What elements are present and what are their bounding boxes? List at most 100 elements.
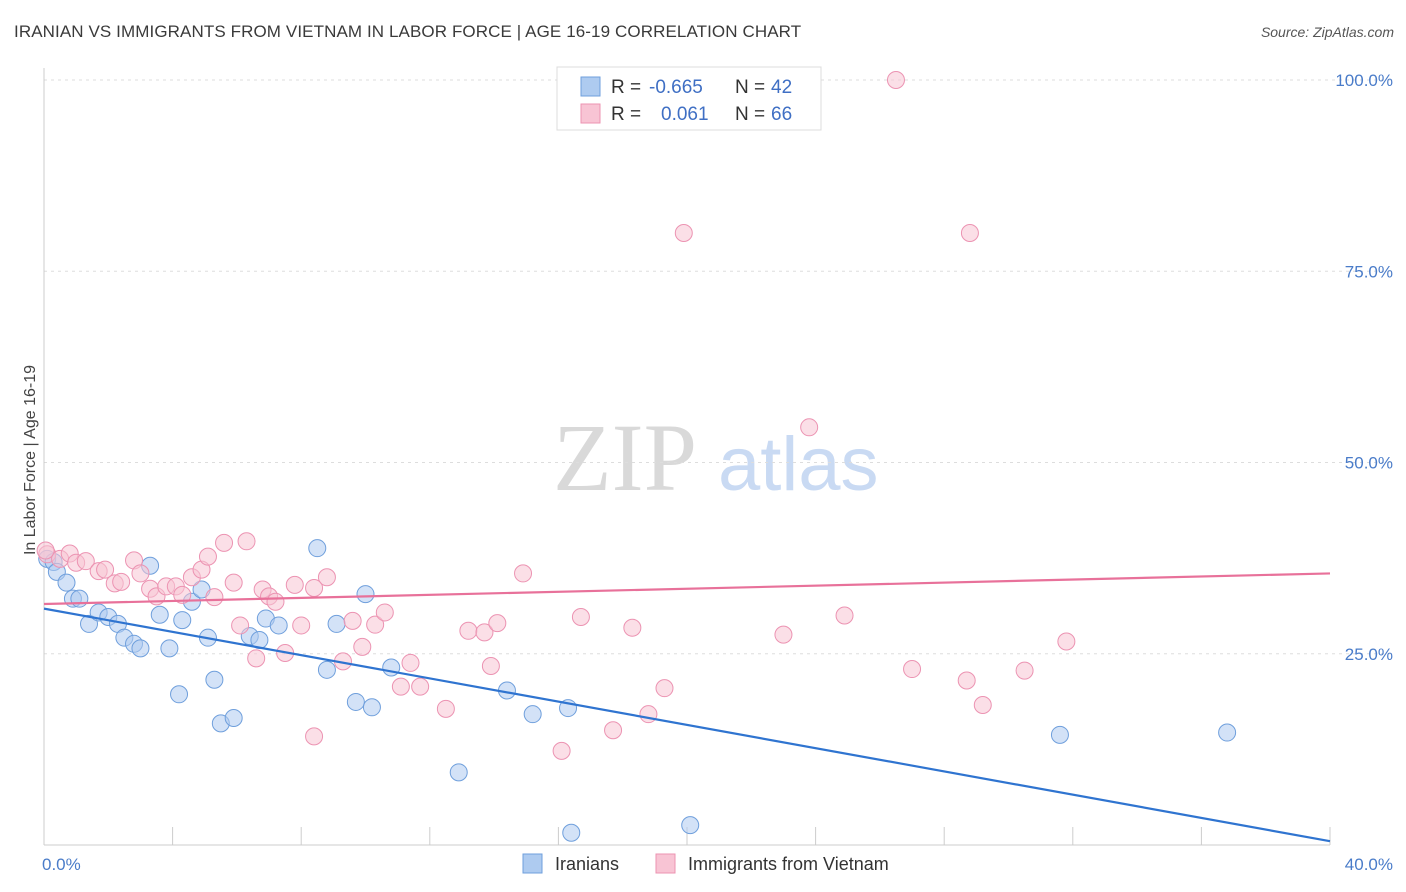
legend-r-value-2: 0.061: [661, 104, 709, 125]
axes: [43, 68, 1331, 846]
data-point: [305, 578, 324, 597]
series-vietnam-points: [36, 71, 1076, 760]
data-point: [774, 625, 793, 644]
data-point: [800, 418, 819, 437]
tick-labels: 25.0% 50.0% 75.0% 100.0% 0.0% 40.0%: [42, 71, 1393, 874]
data-point: [366, 615, 385, 634]
legend-n-label-1: N =: [735, 77, 765, 98]
data-point: [237, 532, 256, 551]
data-point: [623, 618, 642, 637]
data-point: [835, 606, 854, 625]
data-point: [362, 698, 381, 717]
trend-line-pink: [43, 572, 1331, 606]
data-point: [305, 727, 324, 746]
data-point: [681, 816, 700, 835]
data-point: [449, 763, 468, 782]
correlation-legend: R = -0.665 N = 42 R = 0.061 N = 66: [556, 66, 822, 131]
data-point: [356, 585, 375, 604]
data-point: [317, 568, 336, 587]
data-point: [198, 547, 217, 566]
data-point: [375, 603, 394, 622]
watermark-zip: ZIP: [553, 404, 697, 511]
legend-n-value-1: 42: [771, 77, 792, 98]
legend-swatch-pink: [580, 103, 601, 124]
data-point: [266, 592, 285, 611]
legend-r-label-1: R =: [611, 77, 641, 98]
data-point: [57, 573, 76, 592]
legend-box: [556, 66, 822, 131]
data-point: [292, 616, 311, 635]
data-point: [205, 588, 224, 607]
legend-swatch-vietnam: [655, 853, 676, 874]
legend-swatch-blue: [580, 76, 601, 97]
data-point: [70, 589, 89, 608]
data-point: [552, 741, 571, 760]
data-point: [173, 611, 192, 630]
data-point: [1050, 725, 1069, 744]
chart-title: IRANIAN VS IMMIGRANTS FROM VIETNAM IN LA…: [14, 22, 802, 41]
data-point: [1015, 661, 1034, 680]
data-point: [475, 623, 494, 642]
legend-n-label-2: N =: [735, 104, 765, 125]
data-point: [960, 224, 979, 242]
y-tick-label: 50.0%: [1345, 454, 1393, 473]
data-point: [1218, 723, 1237, 742]
data-point: [160, 639, 179, 658]
data-point: [391, 677, 410, 696]
data-point: [459, 621, 478, 640]
data-point: [317, 660, 336, 679]
data-point: [523, 705, 542, 724]
legend-r-label-2: R =: [611, 104, 641, 125]
data-point: [655, 679, 674, 698]
data-point: [308, 539, 327, 558]
data-point: [327, 614, 346, 633]
legend-label-vietnam: Immigrants from Vietnam: [688, 854, 889, 874]
legend-swatch-iranians: [522, 853, 543, 874]
data-point: [112, 572, 131, 591]
data-point: [353, 637, 372, 656]
data-point: [96, 560, 115, 579]
trend-lines: [43, 572, 1331, 843]
data-point: [150, 605, 169, 624]
source-credit: Source: ZipAtlas.com: [1260, 24, 1394, 40]
data-point: [269, 616, 288, 635]
data-point: [170, 685, 189, 704]
data-point: [76, 552, 95, 571]
data-point: [224, 573, 243, 592]
data-point: [562, 823, 581, 842]
y-axis-label: In Labor Force | Age 16-19: [22, 365, 39, 555]
data-point: [285, 575, 304, 594]
data-point: [131, 564, 150, 583]
watermark-atlas: atlas: [718, 422, 879, 507]
data-point: [639, 705, 658, 724]
data-point: [205, 670, 224, 689]
data-point: [514, 564, 533, 583]
data-point: [903, 660, 922, 679]
series-legend: Iranians Immigrants from Vietnam: [522, 853, 889, 874]
data-point: [488, 614, 507, 633]
data-point: [247, 649, 266, 668]
data-point: [80, 614, 99, 633]
data-point: [231, 616, 250, 635]
x-tick-label: 40.0%: [1345, 855, 1393, 874]
legend-n-value-2: 66: [771, 104, 792, 125]
data-point: [973, 696, 992, 715]
data-point: [571, 608, 590, 627]
data-point: [481, 656, 500, 675]
data-point: [346, 692, 365, 711]
y-tick-label: 100.0%: [1335, 71, 1393, 90]
data-point: [604, 721, 623, 740]
data-point: [131, 639, 150, 658]
data-point: [957, 671, 976, 690]
data-point: [36, 541, 55, 560]
data-point: [173, 585, 192, 604]
trend-line-blue: [43, 607, 1331, 843]
data-point: [436, 699, 455, 718]
data-point: [411, 677, 430, 696]
x-tick-label: 0.0%: [42, 855, 81, 874]
gridlines: [44, 79, 1395, 655]
y-tick-label: 25.0%: [1345, 645, 1393, 664]
data-point: [886, 71, 905, 89]
series-iranians-points: [38, 539, 1237, 842]
